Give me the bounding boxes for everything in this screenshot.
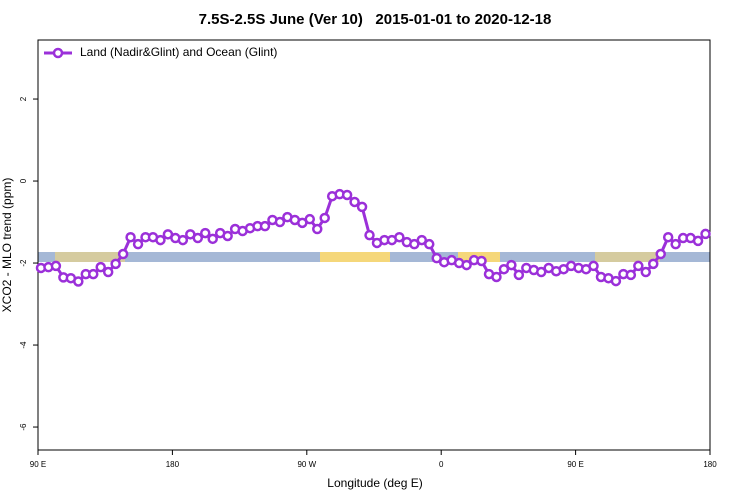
x-tick-label: 90 W bbox=[297, 460, 316, 469]
y-tick-label: -2 bbox=[19, 259, 28, 267]
point bbox=[117, 248, 129, 260]
point bbox=[625, 269, 637, 281]
map-strip bbox=[38, 252, 710, 262]
x-tick-label: 90 E bbox=[30, 460, 46, 469]
y-tick-label: -4 bbox=[19, 341, 28, 349]
point bbox=[95, 261, 106, 273]
point bbox=[416, 234, 428, 246]
y-tick-label: 2 bbox=[19, 96, 28, 101]
land-patch bbox=[595, 252, 660, 262]
point bbox=[662, 231, 674, 243]
point bbox=[648, 258, 659, 270]
point bbox=[341, 189, 353, 201]
x-tick-label: 90 E bbox=[567, 460, 583, 469]
point bbox=[177, 234, 189, 246]
x-axis-label: Longitude (deg E) bbox=[327, 476, 422, 490]
point bbox=[192, 232, 204, 244]
point bbox=[155, 234, 166, 246]
land-patch bbox=[55, 252, 125, 262]
point bbox=[394, 231, 405, 243]
point bbox=[476, 255, 487, 267]
x-tick-label: 0 bbox=[439, 460, 444, 469]
point bbox=[132, 238, 144, 250]
point bbox=[513, 269, 525, 281]
point bbox=[200, 227, 211, 239]
point bbox=[700, 228, 711, 240]
y-tick-label: -6 bbox=[19, 423, 28, 431]
point bbox=[424, 238, 435, 250]
point bbox=[692, 235, 704, 247]
land-patch bbox=[320, 252, 390, 262]
point bbox=[312, 223, 323, 235]
point bbox=[125, 231, 136, 243]
point bbox=[633, 260, 644, 272]
point bbox=[640, 266, 652, 278]
point bbox=[364, 229, 375, 241]
point bbox=[498, 263, 510, 275]
point bbox=[349, 196, 360, 208]
point bbox=[655, 248, 666, 260]
point bbox=[274, 216, 286, 228]
point bbox=[670, 238, 681, 250]
point bbox=[588, 260, 599, 272]
point bbox=[319, 212, 330, 224]
point bbox=[102, 266, 114, 278]
legend-label: Land (Nadir&Glint) and Ocean (Glint) bbox=[80, 45, 277, 59]
y-tick-label: 0 bbox=[19, 178, 28, 183]
point bbox=[88, 268, 99, 280]
point bbox=[491, 271, 502, 283]
point bbox=[222, 230, 233, 242]
point bbox=[409, 238, 420, 250]
point bbox=[356, 201, 368, 213]
point bbox=[259, 220, 271, 232]
point bbox=[431, 252, 442, 264]
plot-frame bbox=[37, 39, 711, 451]
y-axis-label: XCO2 - MLO trend (ppm) bbox=[0, 178, 14, 313]
point bbox=[110, 258, 121, 270]
x-tick-label: 180 bbox=[703, 460, 717, 469]
point bbox=[610, 275, 622, 287]
legend-marker bbox=[52, 47, 64, 59]
point bbox=[304, 213, 316, 225]
x-tick-label: 180 bbox=[166, 460, 180, 469]
point bbox=[536, 266, 547, 278]
point bbox=[50, 260, 62, 272]
point bbox=[506, 259, 517, 271]
chart-title: 7.5S-2.5S June (Ver 10) 2015-01-01 to 20… bbox=[199, 11, 552, 28]
point bbox=[73, 276, 84, 287]
point bbox=[207, 233, 218, 245]
point bbox=[461, 259, 472, 271]
